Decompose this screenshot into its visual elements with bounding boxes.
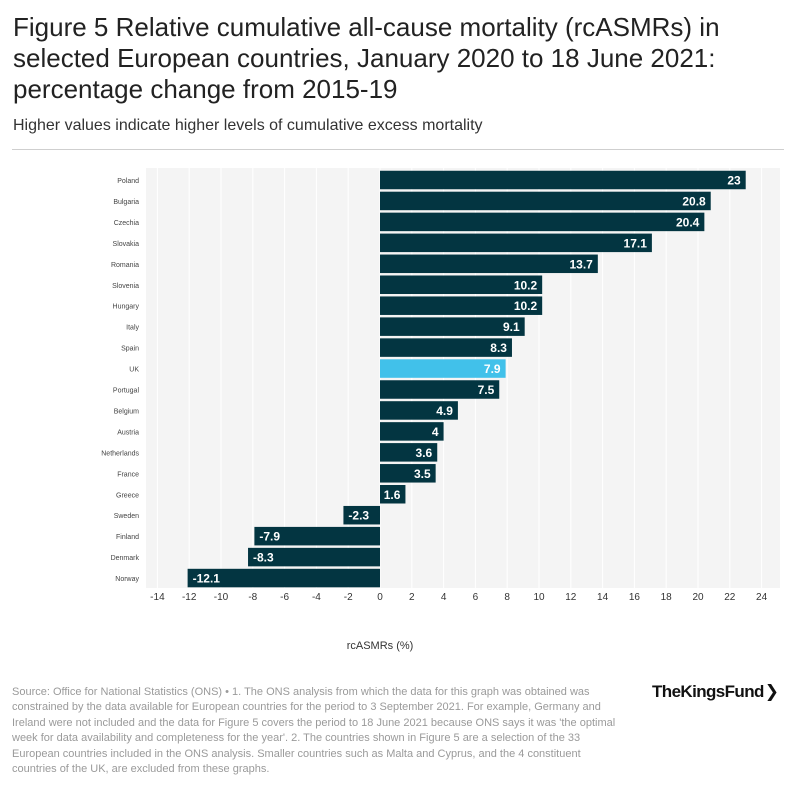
category-label: Poland [117, 178, 139, 185]
data-label: 10.2 [514, 299, 538, 313]
bar [380, 359, 506, 378]
x-tick-label: 0 [377, 592, 383, 603]
bar [380, 338, 512, 357]
bar [380, 317, 525, 336]
bar [248, 547, 380, 567]
category-label: Czechia [114, 220, 139, 227]
category-label: Denmark [111, 555, 140, 562]
bar [380, 380, 500, 399]
data-label: 1.6 [384, 488, 401, 502]
divider [12, 149, 784, 150]
data-label: 4.9 [436, 404, 453, 418]
category-label: Italy [126, 325, 139, 332]
category-label: Netherlands [101, 450, 139, 457]
bar [380, 296, 543, 315]
data-label: 17.1 [624, 236, 648, 250]
data-label: 20.4 [676, 215, 700, 229]
x-tick-label: -2 [344, 592, 353, 603]
x-tick-label: 16 [629, 592, 641, 603]
bar [254, 526, 380, 546]
data-label: 8.3 [490, 341, 507, 355]
bar [187, 568, 380, 588]
x-tick-label: -4 [312, 592, 321, 603]
x-tick-label: 6 [473, 592, 479, 603]
bar [380, 191, 711, 211]
data-label: 20.8 [682, 194, 706, 208]
bar [380, 275, 543, 294]
category-label: UK [129, 367, 139, 374]
x-tick-label: 14 [597, 592, 609, 603]
x-tick-label: -14 [150, 592, 165, 603]
category-label: Sweden [114, 513, 139, 520]
x-tick-label: -12 [182, 592, 197, 603]
bar [380, 170, 746, 190]
data-label: -8.3 [253, 551, 274, 565]
x-tick-label: 10 [533, 592, 545, 603]
data-label: -7.9 [259, 530, 280, 544]
bar [380, 443, 438, 462]
x-tick-label: 18 [661, 592, 673, 603]
category-label: Greece [116, 492, 139, 499]
bar [380, 233, 652, 253]
category-label: Norway [115, 576, 139, 583]
data-label: 23 [727, 174, 741, 188]
data-label: -2.3 [348, 509, 369, 523]
category-label: Bulgaria [113, 199, 139, 206]
x-tick-label: 2 [409, 592, 415, 603]
category-label: Austria [117, 429, 139, 436]
bar-chart: Poland 23 Bulgaria 20.8 Czechia 20.4 Slovakia 1… [101, 168, 780, 603]
kings-fund-logo[interactable]: TheKingsFund❯ [652, 682, 779, 702]
bar [380, 464, 436, 483]
x-tick-label: 22 [724, 592, 736, 603]
chevron-right-icon: ❯ [764, 682, 779, 701]
chart-subtitle: Higher values indicate higher levels of … [13, 117, 483, 134]
data-label: 10.2 [514, 278, 538, 292]
category-label: Spain [121, 346, 139, 353]
data-label: 7.5 [478, 383, 495, 397]
data-label: 4 [432, 425, 439, 439]
bar [380, 485, 406, 504]
category-label: Slovakia [113, 241, 140, 248]
x-tick-label: 12 [565, 592, 577, 603]
data-label: 3.6 [416, 446, 433, 460]
source-note: Source: Office for National Statistics (… [12, 686, 616, 776]
x-tick-label: -8 [248, 592, 257, 603]
x-tick-label: 8 [504, 592, 510, 603]
category-label: Portugal [113, 388, 140, 395]
bar [343, 505, 380, 525]
x-tick-label: 24 [756, 592, 768, 603]
bar [380, 401, 458, 420]
category-label: Finland [116, 534, 139, 541]
category-label: France [117, 471, 139, 478]
bar [380, 254, 598, 274]
bar [380, 212, 705, 232]
x-tick-label: -10 [214, 592, 229, 603]
category-label: Belgium [114, 408, 139, 415]
category-label: Romania [111, 262, 139, 269]
data-label: 3.5 [414, 467, 431, 481]
bar [380, 422, 444, 441]
category-label: Slovenia [112, 283, 139, 290]
x-tick-label: 20 [692, 592, 704, 603]
data-label: 13.7 [569, 257, 593, 271]
x-tick-label: -6 [280, 592, 289, 603]
category-label: Hungary [113, 304, 140, 311]
chart-title: Figure 5 Relative cumulative all-cause m… [13, 12, 720, 104]
data-label: 7.9 [484, 362, 501, 376]
x-axis-label: rcASMRs (%) [346, 640, 414, 652]
data-label: -12.1 [193, 572, 221, 586]
data-label: 9.1 [503, 320, 520, 334]
logo-text: TheKingsFund [652, 682, 764, 701]
x-tick-label: 4 [441, 592, 447, 603]
